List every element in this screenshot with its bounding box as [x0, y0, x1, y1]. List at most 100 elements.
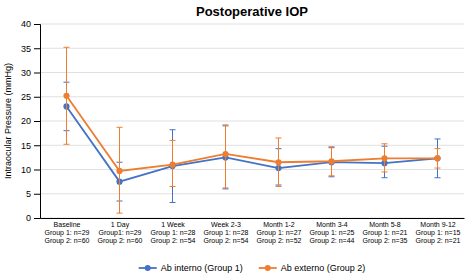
error-bar	[223, 126, 229, 189]
x-tick-label: 1 DayGroup1: n=29Group 2: n=60	[98, 221, 143, 245]
x-tick-label: BaselineGroup 1: n=29Group 2: n=60	[45, 221, 90, 245]
grid-line	[40, 169, 464, 170]
error-bar	[223, 125, 229, 188]
x-tick-label-line: Week 2-3	[211, 221, 241, 228]
y-tick-mark	[34, 24, 40, 25]
x-axis: BaselineGroup 1: n=29Group 2: n=601 DayG…	[41, 219, 465, 246]
error-bar	[64, 47, 70, 144]
x-tick-label-line: Group 1: n=15	[416, 229, 461, 237]
y-tick: 20	[21, 116, 40, 126]
marker	[116, 168, 122, 174]
x-tick-label-line: Month 9-12	[420, 221, 456, 228]
y-tick-label: 10	[21, 165, 31, 175]
marker	[63, 93, 69, 99]
y-axis: 0 5 10 15 20 25 30 35 40	[21, 19, 41, 223]
x-tick: Month 3-4Group 1: n=25Group 2: n=44	[310, 221, 355, 245]
title: Postoperative IOP	[196, 4, 308, 19]
x-axis-line	[41, 218, 465, 219]
y-axis-line	[34, 25, 41, 219]
legend: Ab interno (Group 1) Ab externo (Group 2)	[139, 263, 366, 273]
marker	[381, 155, 387, 161]
x-tick-label-line: 1 Week	[161, 221, 185, 228]
x-tick-label-line: Group 2: n=54	[151, 237, 196, 245]
x-tick-label-line: Group 1: n=28	[204, 229, 249, 237]
legend-marker	[145, 265, 151, 271]
error-bar	[276, 138, 282, 187]
grid-line	[40, 193, 464, 194]
grid-line	[40, 96, 464, 97]
marker	[169, 162, 175, 168]
x-tick-label-line: Group 1: n=25	[310, 229, 355, 237]
line	[67, 96, 438, 171]
plot: 0510152025303540BaselineGroup 1: n=29Gro…	[21, 19, 465, 245]
grid-line	[40, 72, 464, 73]
marker	[275, 159, 281, 165]
grid	[40, 24, 464, 218]
x-tick: Month 1-2Group 1: n=27Group 2: n=52	[257, 221, 302, 245]
x-tick: Month 5-8Group 1: n=21Group 2: n=35	[363, 221, 408, 245]
x-tick-label-line: Group 2: n=21	[416, 237, 461, 245]
y-axis-title: Intraocular Pressure (mmHg)	[3, 63, 13, 179]
series	[63, 47, 440, 213]
x-tick-label: Month 3-4Group 1: n=25Group 2: n=44	[310, 221, 355, 245]
x-tick-label: 1 WeekGroup 1: n=28Group 2: n=54	[151, 221, 196, 245]
y-tick: 10	[21, 165, 40, 175]
x-tick-label-line: Group 2: n=60	[45, 237, 90, 245]
y-tick: 35	[21, 44, 40, 54]
y-tick-label: 30	[21, 68, 31, 78]
x-tick: BaselineGroup 1: n=29Group 2: n=60	[45, 221, 90, 245]
error-bar	[435, 139, 441, 178]
error-bar	[382, 144, 388, 172]
x-tick-label: Month 5-8Group 1: n=21Group 2: n=35	[363, 221, 408, 245]
error-bar	[170, 130, 176, 203]
y-tick-mark	[34, 48, 40, 49]
grid-line	[40, 24, 464, 25]
grid-line	[40, 218, 464, 219]
x-tick-label-line: Group 2: n=52	[257, 237, 302, 245]
x-tick: Month 9-12Group 1: n=15Group 2: n=21	[416, 221, 461, 245]
legend-label: Ab interno (Group 1)	[161, 263, 243, 273]
error-bar	[329, 148, 335, 177]
marker	[222, 151, 228, 157]
marks	[63, 47, 440, 213]
x-tick: 1 WeekGroup 1: n=28Group 2: n=54	[151, 221, 196, 245]
y-tick-label: 15	[21, 141, 31, 151]
x-tick-label-line: Group 2: n=60	[98, 237, 143, 245]
x-tick-label-line: Group 1: n=21	[363, 229, 408, 237]
x-tick-label-line: Group 2: n=35	[363, 237, 408, 245]
x-tick-label-line: Group 2: n=44	[310, 237, 355, 245]
y-tick: 15	[21, 141, 40, 151]
x-tick-label-line: Group 2: n=54	[204, 237, 249, 245]
y-tick: 25	[21, 92, 40, 102]
y-tick-mark	[34, 194, 40, 195]
marker	[434, 155, 440, 161]
x-tick-label: Month 1-2Group 1: n=27Group 2: n=52	[257, 221, 302, 245]
x-tick: 1 DayGroup1: n=29Group 2: n=60	[98, 221, 143, 245]
y-tick-mark	[34, 218, 40, 219]
y-tick: 40	[21, 19, 40, 29]
x-tick-label-line: Group 1: n=27	[257, 229, 302, 237]
error-bar	[170, 140, 176, 186]
y-tick-mark	[34, 121, 40, 122]
x-tick-label-line: Group 1: n=29	[45, 229, 90, 237]
grid-line	[40, 121, 464, 122]
y-tick-mark	[34, 97, 40, 98]
line	[67, 106, 438, 181]
chart: 0510152025303540BaselineGroup 1: n=29Gro…	[0, 0, 474, 276]
y-tick: 30	[21, 68, 40, 78]
grid-line	[40, 145, 464, 146]
y-tick: 0	[26, 213, 40, 223]
legend-marker	[265, 265, 271, 271]
x-tick-label-line: Month 5-8	[369, 221, 401, 228]
legend-label: Ab externo (Group 2)	[281, 263, 366, 273]
error-bar	[329, 147, 335, 176]
x-tick-label-line: Month 1-2	[263, 221, 295, 228]
x-tick-label-line: Group 1: n=28	[151, 229, 196, 237]
legend-item: Ab externo (Group 2)	[259, 263, 366, 273]
y-tick-label: 40	[21, 19, 31, 29]
x-tick-label: Week 2-3Group 1: n=28Group 2: n=54	[204, 221, 249, 245]
x-tick-label-line: Baseline	[54, 221, 81, 228]
grid-line	[40, 48, 464, 49]
legend-item: Ab interno (Group 1)	[139, 263, 243, 273]
y-tick-label: 5	[26, 189, 31, 199]
